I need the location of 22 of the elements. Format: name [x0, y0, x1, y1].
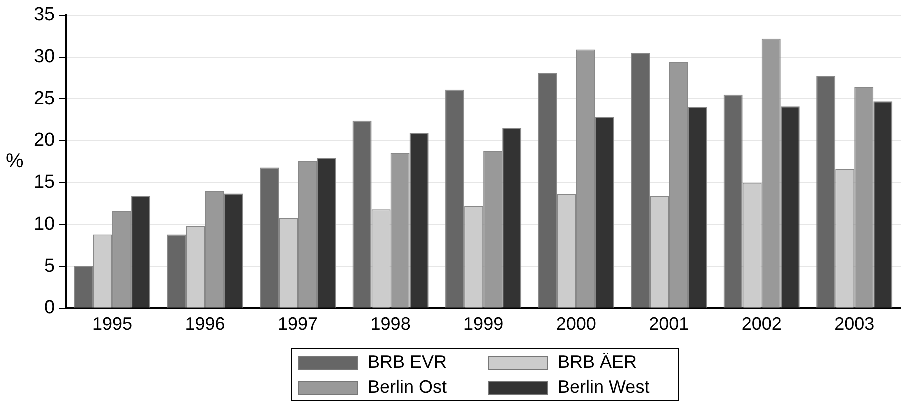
y-tick-label: 35: [34, 4, 56, 26]
x-tick-label: 1999: [464, 314, 504, 334]
x-tick-label: 1995: [92, 314, 133, 334]
y-axis-title: %: [6, 150, 24, 172]
y-tick-label: 30: [34, 46, 56, 68]
y-tick-label: 25: [34, 88, 56, 110]
legend-label: Berlin West: [558, 377, 650, 398]
y-tick-label: 0: [44, 298, 56, 319]
y-tick-label: 10: [34, 214, 56, 235]
legend-label: Berlin Ost: [368, 377, 448, 398]
x-tick-label: 2000: [556, 314, 596, 334]
x-tick-label: 1998: [370, 314, 411, 334]
y-tick-label: 5: [44, 256, 56, 277]
y-tick-label: 15: [34, 172, 56, 194]
x-tick-label: 2002: [742, 314, 782, 334]
x-tick-label: 2003: [834, 314, 875, 334]
legend-label: BRB ÄER: [558, 352, 638, 373]
x-tick-label: 1997: [278, 314, 318, 334]
y-tick-label: 20: [34, 130, 56, 152]
x-tick-label: 2001: [649, 314, 690, 334]
x-tick-label: 1996: [185, 314, 226, 334]
legend-label: BRB EVR: [368, 352, 448, 373]
